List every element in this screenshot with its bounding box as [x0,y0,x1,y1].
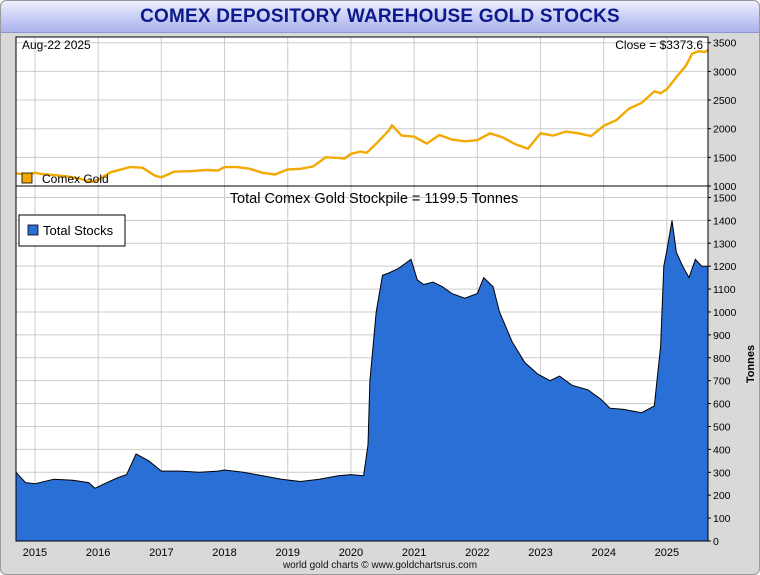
stocks-legend-label: Total Stocks [43,223,114,238]
gold-y-tick-label: 2500 [713,95,737,107]
stocks-y-tick-label: 1000 [713,307,737,319]
gold-legend-label: Comex Gold [42,172,109,186]
x-tick-label: 2025 [655,547,679,559]
credit-text: world gold charts © www.goldchartsrus.co… [282,560,478,571]
stocks-outline [15,220,708,489]
stocks-y-tick-label: 300 [713,467,731,479]
stocks-panel-border [15,185,709,542]
gold-y-tick-label: 3500 [713,38,737,50]
stocks-y-tick-label: 1300 [713,238,737,250]
x-tick-label: 2015 [23,547,47,559]
stocks-y-tick-label: 600 [713,399,731,411]
x-tick-label: 2017 [149,547,173,559]
gold-y-tick-label: 3000 [713,66,737,78]
x-tick-label: 2021 [402,547,426,559]
stocks-y-tick-label: 0 [713,536,719,548]
x-tick-label: 2018 [212,547,236,559]
gold-y-tick-label: 1500 [713,152,737,164]
stocks-y-tick-label: 400 [713,444,731,456]
stocks-y-tick-label: 1400 [713,215,737,227]
gold-line-layer [15,49,709,184]
y-axis-title: Tonnes [745,345,757,383]
gold-price-line [15,49,709,184]
x-tick-label: 2022 [465,547,489,559]
stocks-y-tick-label: 1200 [713,261,737,273]
title-bar [1,1,759,33]
stocks-y-tick-label: 800 [713,353,731,365]
stocks-y-tick-label: 1100 [713,284,736,296]
close-label: Close = $3373.6 [615,38,703,52]
stocks-y-tick-label: 900 [713,330,731,342]
stocks-area-layer [15,220,708,541]
stocks-y-tick-label: 200 [713,490,731,502]
stocks-area [16,220,708,541]
x-tick-label: 2019 [276,547,300,559]
gold-panel [15,36,709,187]
chart-title: COMEX DEPOSITORY WAREHOUSE GOLD STOCKS [140,6,620,27]
x-tick-label: 2024 [591,547,615,559]
gold-legend: Comex Gold [21,172,109,186]
x-tick-label: 2016 [86,547,110,559]
gold-y-tick-label: 1000 [713,181,737,193]
axis-layer: 2015 2016 2017 2018 2019 2020 2021 2022 2023 2024… [15,36,737,559]
stocks-legend-swatch [27,224,39,236]
date-label: Aug-22 2025 [22,38,91,52]
stocks-title: Total Comex Gold Stockpile = 1199.5 Tonn… [230,191,518,207]
stocks-y-tick-label: 700 [713,376,731,388]
stocks-legend: Total Stocks [18,214,126,247]
x-tick-label: 2020 [339,547,363,559]
stocks-y-tick-label: 100 [713,513,731,525]
gold-y-tick-label: 2000 [713,124,737,136]
stocks-y-tick-label: 1500 [713,192,737,204]
x-tick-label: 2023 [528,547,552,559]
gold-legend-swatch [21,172,33,184]
stocks-y-tick-label: 500 [713,421,731,433]
